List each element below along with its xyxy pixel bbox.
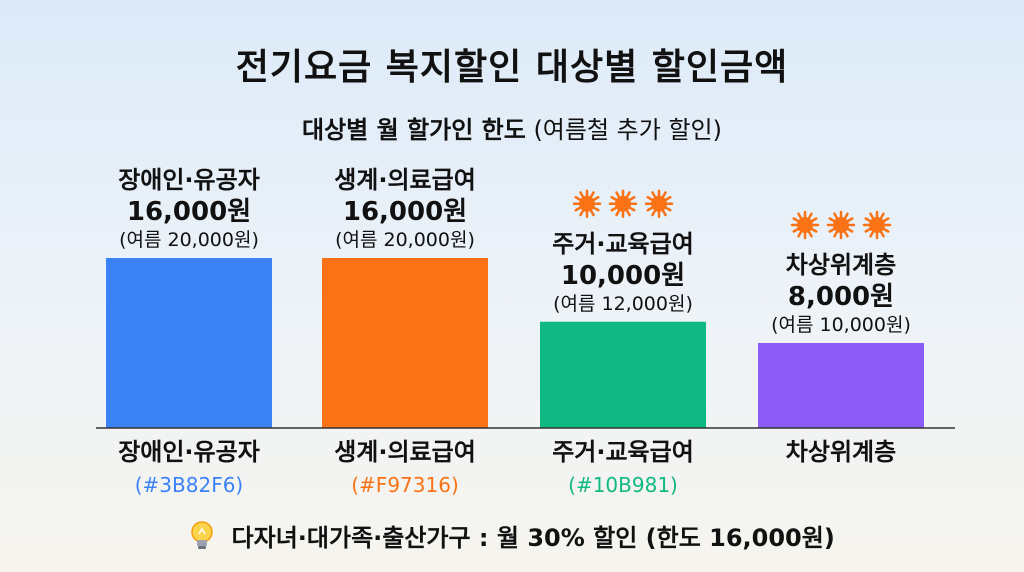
lightbulb-icon	[189, 520, 215, 552]
value-label-3: 10,000원	[561, 261, 685, 291]
footnote: 다자녀·대가족·출산가구 : 월 30% 할인 (한도 16,000원)	[0, 518, 1024, 553]
sun-icon	[572, 189, 602, 218]
bar-name-label-4: 차상위계층	[786, 251, 896, 279]
x-tick-label-1: 장애인·유공자	[118, 438, 260, 466]
bar-2	[322, 258, 488, 428]
color-code-label-1: (#3B82F6)	[135, 473, 244, 497]
sun-icon	[644, 189, 674, 218]
x-tick-label-4: 차상위계층	[786, 438, 896, 466]
footnote-text: 다자녀·대가족·출산가구 : 월 30% 할인 (한도 16,000원)	[231, 524, 835, 552]
bar-chart: (여름 20,000원)16,000원장애인·유공자장애인·유공자(#3B82F…	[96, 166, 955, 497]
subtitle-main: 대상별 월 할가인 한도	[302, 116, 526, 144]
x-tick-label-3: 주거·교육급여	[552, 438, 694, 466]
chart-subtitle: 대상별 월 할가인 한도 (여름철 추가 할인)	[0, 110, 1024, 145]
sun-icon	[826, 210, 856, 240]
bar-4	[758, 343, 924, 428]
value-label-2: 16,000원	[343, 197, 467, 227]
color-code-label-2: (#F97316)	[351, 473, 459, 497]
sun-icon	[862, 210, 892, 240]
summer-label-4: (여름 10,000원)	[771, 314, 911, 336]
color-code-label-3: (#10B981)	[568, 473, 678, 497]
bar-name-label-1: 장애인·유공자	[118, 166, 260, 194]
subtitle-note: (여름철 추가 할인)	[533, 116, 722, 144]
summer-label-2: (여름 20,000원)	[335, 229, 475, 251]
bar-3	[540, 321, 706, 428]
bar-name-label-3: 주거·교육급여	[552, 230, 694, 258]
sun-icon	[608, 189, 638, 218]
bar-name-label-2: 생계·의료급여	[334, 166, 476, 194]
chart-title: 전기요금 복지할인 대상별 할인금액	[235, 47, 789, 88]
value-label-4: 8,000원	[788, 282, 894, 312]
summer-label-3: (여름 12,000원)	[553, 293, 693, 315]
value-label-1: 16,000원	[127, 197, 251, 227]
sun-icon	[790, 210, 820, 240]
bar-1	[106, 258, 272, 428]
summer-label-1: (여름 20,000원)	[119, 229, 259, 251]
x-tick-label-2: 생계·의료급여	[334, 438, 476, 466]
